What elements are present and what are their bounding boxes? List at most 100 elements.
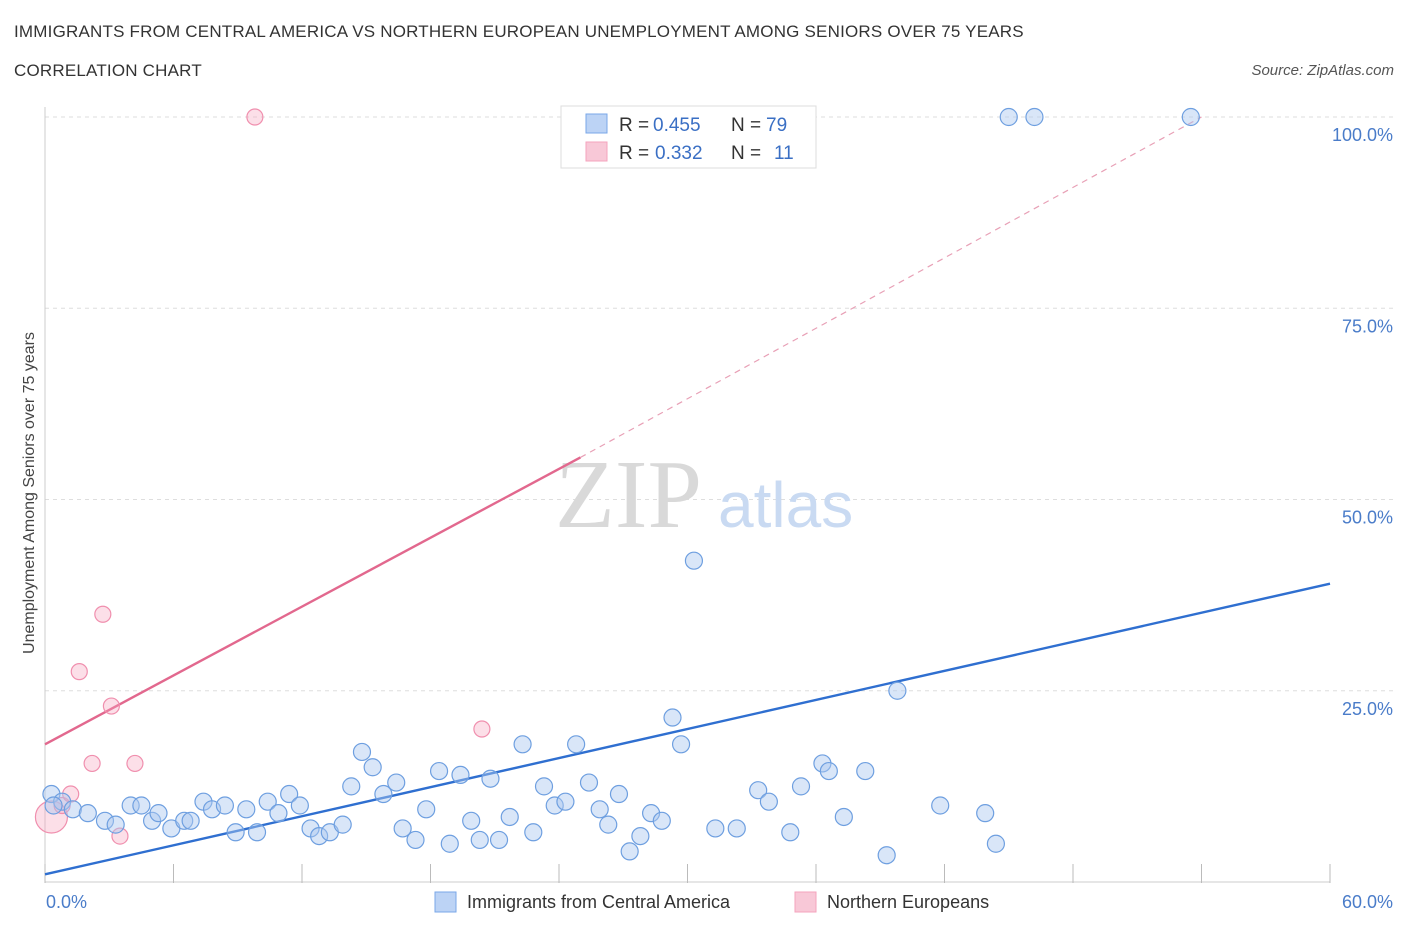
y-axis-label: Unemployment Among Seniors over 75 years bbox=[21, 332, 38, 654]
central-america-point bbox=[352, 742, 372, 762]
legend-n-label-2: N = bbox=[731, 143, 761, 164]
central-america-point bbox=[78, 804, 97, 823]
watermark-atlas: atlas bbox=[718, 469, 853, 541]
central-america-point bbox=[684, 551, 704, 570]
legend-r-value-2: 0.332 bbox=[655, 143, 703, 164]
northern-europeans-point bbox=[70, 663, 88, 681]
central-america-point bbox=[727, 819, 746, 838]
central-america-point bbox=[429, 761, 449, 781]
central-america-point bbox=[556, 792, 575, 811]
northern-europeans-point bbox=[83, 754, 101, 773]
legend-swatch-pink bbox=[585, 141, 608, 162]
central-america-points bbox=[42, 107, 1200, 865]
central-america-point bbox=[534, 777, 554, 796]
central-america-point bbox=[976, 804, 995, 823]
northern-europeans-point bbox=[126, 754, 144, 773]
central-america-point bbox=[671, 735, 691, 754]
central-america-point bbox=[342, 777, 361, 796]
central-america-point bbox=[931, 796, 950, 815]
central-america-point bbox=[247, 823, 267, 842]
legend-r-label-2: R = bbox=[619, 143, 649, 164]
bottom-legend-label-pink: Northern Europeans bbox=[827, 892, 989, 912]
northern-europeans-point bbox=[246, 108, 264, 126]
central-america-point bbox=[706, 819, 725, 838]
northern-europeans-points bbox=[34, 108, 491, 845]
central-america-point bbox=[363, 758, 382, 777]
central-america-point bbox=[406, 830, 425, 850]
central-america-point bbox=[791, 777, 811, 796]
central-america-point bbox=[500, 807, 519, 827]
legend-n-value-1: 79 bbox=[766, 115, 787, 136]
legend-r-label-1: R = bbox=[619, 115, 649, 136]
x-tick-label-max: 60.0% bbox=[1342, 892, 1393, 912]
central-america-point bbox=[663, 708, 682, 727]
bottom-legend: Immigrants from Central America Northern… bbox=[434, 891, 989, 913]
central-america-point bbox=[1181, 107, 1200, 127]
source-label: Source: ZipAtlas.com bbox=[1251, 62, 1394, 79]
central-america-point bbox=[451, 765, 470, 785]
grid-lines bbox=[45, 116, 1393, 692]
central-america-point bbox=[877, 846, 896, 865]
bottom-legend-label-blue: Immigrants from Central America bbox=[467, 892, 731, 912]
central-america-point bbox=[834, 807, 853, 827]
central-america-point bbox=[609, 784, 629, 804]
central-america-point bbox=[149, 804, 168, 823]
blue-trend-line bbox=[44, 582, 1331, 876]
central-america-point bbox=[579, 773, 599, 792]
northern-europeans-point bbox=[111, 827, 129, 845]
northern-europeans-point bbox=[34, 800, 69, 834]
central-america-point bbox=[999, 107, 1018, 127]
central-america-point bbox=[856, 761, 875, 781]
central-america-point bbox=[524, 823, 543, 842]
central-america-point bbox=[269, 804, 288, 823]
central-america-point bbox=[374, 784, 393, 804]
central-america-point bbox=[599, 815, 618, 834]
central-america-point bbox=[440, 834, 459, 853]
pink-trend-line bbox=[44, 456, 581, 746]
watermark-zip: ZIP bbox=[555, 441, 702, 549]
legend-n-label-1: N = bbox=[731, 115, 761, 136]
northern-europeans-point bbox=[94, 605, 112, 623]
central-america-point bbox=[1025, 107, 1044, 127]
central-america-point bbox=[888, 681, 907, 700]
central-america-point bbox=[106, 815, 125, 834]
chart-title: IMMIGRANTS FROM CENTRAL AMERICA VS NORTH… bbox=[14, 22, 1024, 41]
central-america-point bbox=[258, 792, 277, 811]
central-america-point bbox=[620, 842, 639, 861]
chart-subtitle: CORRELATION CHART bbox=[14, 61, 202, 80]
central-america-point bbox=[462, 811, 481, 830]
central-america-point bbox=[280, 784, 299, 804]
central-america-point bbox=[652, 811, 671, 830]
axes bbox=[44, 107, 1331, 883]
y-tick-label-3: 25.0% bbox=[1342, 699, 1393, 719]
x-tick-label-min: 0.0% bbox=[46, 892, 87, 912]
northern-europeans-point bbox=[102, 697, 120, 715]
central-america-point bbox=[181, 811, 200, 830]
bottom-legend-swatch-pink bbox=[794, 891, 817, 913]
central-america-point bbox=[226, 823, 245, 842]
bottom-legend-swatch-blue bbox=[434, 891, 457, 913]
legend-n-value-2: 11 bbox=[774, 143, 794, 164]
central-america-point bbox=[95, 811, 115, 830]
central-america-point bbox=[481, 769, 500, 788]
central-america-point bbox=[590, 800, 609, 819]
central-america-point bbox=[513, 735, 532, 754]
y-tick-label-1: 75.0% bbox=[1342, 316, 1393, 336]
central-america-point bbox=[121, 796, 140, 815]
y-tick-label-0: 100.0% bbox=[1332, 125, 1393, 145]
central-america-point bbox=[567, 735, 586, 754]
central-america-point bbox=[631, 826, 650, 846]
central-america-point bbox=[215, 796, 234, 815]
central-america-point bbox=[237, 800, 256, 819]
central-america-point bbox=[986, 834, 1006, 853]
central-america-point bbox=[417, 800, 436, 819]
pink-trend-line-dashed bbox=[580, 116, 1202, 458]
central-america-point bbox=[393, 819, 412, 838]
central-america-point bbox=[470, 830, 489, 850]
central-america-point bbox=[545, 796, 564, 815]
central-america-point bbox=[387, 773, 406, 792]
central-america-point bbox=[63, 800, 82, 819]
central-america-point bbox=[781, 823, 800, 842]
central-america-point bbox=[489, 830, 509, 850]
